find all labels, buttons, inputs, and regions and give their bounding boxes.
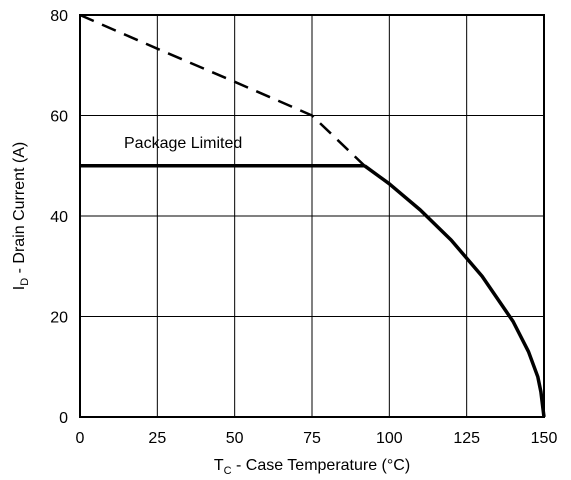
x-tick-label: 0	[76, 430, 85, 447]
x-tick-label: 100	[376, 430, 403, 447]
x-tick-label: 25	[148, 430, 166, 447]
x-tick-label: 50	[226, 430, 244, 447]
y-tick-label: 40	[50, 209, 68, 226]
y-axis-title-subscript: D	[19, 278, 31, 286]
x-axis-title-subscript: C	[224, 465, 232, 477]
y-tick-label: 80	[50, 8, 68, 25]
y-axis-title: ID - Drain Current (A)	[11, 142, 31, 290]
package-limited-annotation: Package Limited	[124, 135, 242, 152]
x-tick-label: 125	[453, 430, 480, 447]
y-tick-labels: 0 20 40 60 80	[50, 8, 68, 427]
y-tick-label: 20	[50, 310, 68, 327]
x-axis-title: TC - Case Temperature (°C)	[214, 457, 410, 477]
plot-frame	[79, 14, 545, 418]
grid-lines	[79, 14, 545, 418]
x-tick-labels: 0 25 50 75 100 125 150	[76, 430, 558, 447]
series-line-0	[79, 13, 366, 167]
y-tick-label: 0	[59, 410, 68, 427]
y-tick-label: 60	[50, 109, 68, 126]
x-tick-label: 75	[303, 430, 321, 447]
x-tick-label: 150	[531, 430, 558, 447]
series-line-2	[363, 164, 546, 418]
series-lines	[79, 13, 546, 418]
